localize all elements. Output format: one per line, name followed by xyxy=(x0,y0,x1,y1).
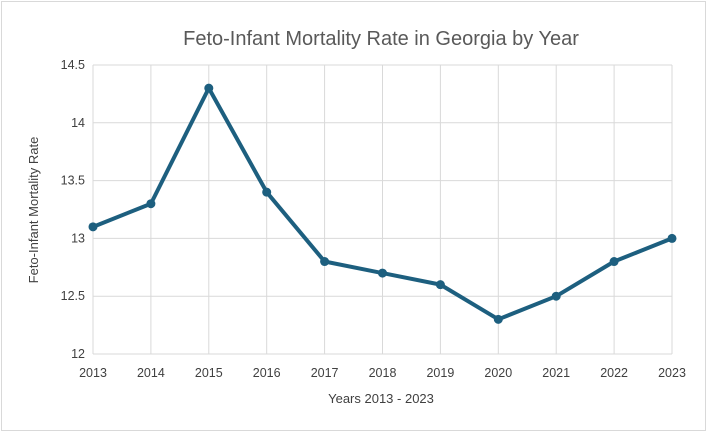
data-point-2021 xyxy=(551,291,561,301)
x-tick-label: 2014 xyxy=(137,366,165,380)
y-tick-label: 14 xyxy=(71,116,85,130)
x-tick-label: 2022 xyxy=(600,366,628,380)
y-tick-label: 12 xyxy=(71,347,85,361)
chart-title: Feto-Infant Mortality Rate in Georgia by… xyxy=(183,28,579,50)
data-point-2014 xyxy=(146,199,156,209)
x-tick-label: 2021 xyxy=(542,366,570,380)
data-point-2022 xyxy=(609,257,619,267)
x-tick-label: 2019 xyxy=(426,366,454,380)
x-tick-label: 2017 xyxy=(311,366,339,380)
data-point-2015 xyxy=(204,83,214,93)
series-group xyxy=(88,83,677,324)
x-tick-label: 2023 xyxy=(658,366,686,380)
y-tick-label: 13 xyxy=(71,231,85,245)
x-axis-label: Years 2013 - 2023 xyxy=(328,391,434,406)
x-tick-label: 2013 xyxy=(79,366,107,380)
gridlines xyxy=(92,64,673,355)
data-point-2023 xyxy=(667,233,677,243)
x-tick-label: 2016 xyxy=(253,366,281,380)
y-tick-label: 14.5 xyxy=(61,58,85,72)
y-axis-label: Feto-Infant Mortality Rate xyxy=(26,137,41,284)
data-point-2017 xyxy=(320,257,330,267)
data-point-2019 xyxy=(435,280,445,290)
y-tick-labels: 12 12.5 13 13.5 14 14.5 xyxy=(61,58,85,361)
x-tick-labels: 2013 2014 2015 2016 2017 2018 2019 2020 2021 2022… xyxy=(79,366,686,380)
y-tick-label: 12.5 xyxy=(61,289,85,303)
data-point-2013 xyxy=(88,222,98,232)
y-tick-label: 13.5 xyxy=(61,174,85,188)
x-tick-label: 2015 xyxy=(195,366,223,380)
x-tick-label: 2020 xyxy=(484,366,512,380)
x-tick-label: 2018 xyxy=(369,366,397,380)
data-point-2020 xyxy=(493,314,503,324)
data-point-2016 xyxy=(262,187,272,197)
data-point-2018 xyxy=(378,268,387,278)
